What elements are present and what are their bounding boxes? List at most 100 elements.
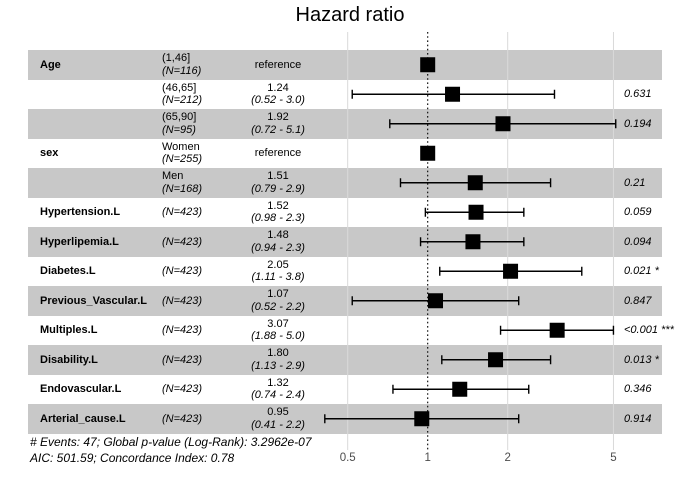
n-label: (N=423) — [162, 383, 203, 395]
level-cell: (1,46] (N=116) — [162, 50, 201, 80]
axis-tick-label: 2 — [504, 452, 511, 464]
estimate-cell: 0.95 (0.41 - 2.2) — [218, 404, 338, 434]
p-value: 0.194 — [624, 117, 652, 130]
n-label: (N=212) — [162, 94, 203, 107]
estimate-cell: 1.32 (0.74 - 2.4) — [218, 375, 338, 405]
level-label: Men — [162, 170, 184, 183]
estimate-cell: reference — [218, 50, 338, 80]
row-band — [28, 227, 662, 257]
variable-label: sex — [40, 147, 59, 159]
ci-range: (0.98 - 2.3) — [251, 212, 305, 225]
level-cell: (N=423) — [162, 227, 202, 257]
estimate-value: 1.92 — [267, 111, 289, 124]
level-cell: (N=423) — [162, 404, 202, 434]
p-value: 0.094 — [624, 235, 652, 248]
row-band — [28, 109, 662, 139]
ci-range: (1.11 - 3.8) — [251, 271, 305, 284]
ci-range: (0.52 - 3.0) — [251, 94, 305, 107]
estimate-cell: 1.51 (0.79 - 2.9) — [218, 168, 338, 198]
n-label: (N=423) — [162, 294, 203, 307]
n-label: (N=423) — [162, 235, 203, 248]
chart-title: Hazard ratio — [295, 4, 405, 26]
estimate-cell: reference — [218, 139, 338, 169]
model-stats-footer: # Events: 47; Global p-value (Log-Rank):… — [30, 435, 312, 466]
estimate-value: reference — [254, 58, 302, 71]
p-value: 0.059 — [624, 206, 652, 218]
n-label: (N=168) — [162, 182, 203, 195]
row-band — [28, 257, 662, 287]
estimate-value: 1.80 — [267, 347, 289, 360]
estimate-value: 1.52 — [267, 199, 289, 212]
ci-range: (1.88 - 5.0) — [251, 330, 305, 343]
level-cell: (N=423) — [162, 198, 202, 228]
ci-range: (0.72 - 5.1) — [251, 123, 305, 136]
row-band — [28, 345, 662, 375]
p-value: 0.631 — [624, 88, 652, 100]
estimate-cell: 1.07 (0.52 - 2.2) — [218, 286, 338, 316]
n-label: (N=116) — [162, 64, 202, 77]
row-band — [28, 139, 662, 169]
ci-range: (0.74 - 2.4) — [251, 389, 305, 402]
n-label: (N=423) — [162, 353, 203, 366]
ci-range: (1.13 - 2.9) — [251, 359, 305, 372]
variable-label: Age — [40, 58, 61, 71]
n-label: (N=95) — [162, 123, 196, 136]
level-label: (46,65] — [162, 81, 197, 94]
estimate-cell: 3.07 (1.88 - 5.0) — [218, 316, 338, 346]
n-label: (N=423) — [162, 265, 203, 277]
estimate-value: 1.48 — [267, 229, 289, 242]
p-value: 0.21 — [624, 176, 646, 189]
footer-line-events: # Events: 47; Global p-value (Log-Rank):… — [30, 435, 312, 449]
p-value: 0.914 — [624, 412, 652, 425]
level-cell: (N=423) — [162, 375, 202, 405]
estimate-cell: 2.05 (1.11 - 3.8) — [218, 257, 338, 287]
variable-label: Endovascular.L — [40, 383, 122, 395]
variable-label: Previous_Vascular.L — [40, 294, 148, 307]
estimate-cell: 1.52 (0.98 - 2.3) — [218, 198, 338, 228]
variable-label: Diabetes.L — [40, 265, 96, 277]
ci-range: (0.79 - 2.9) — [251, 182, 305, 195]
n-label: (N=423) — [162, 324, 203, 336]
variable-label: Hyperlipemia.L — [40, 235, 119, 248]
ci-range: (0.41 - 2.2) — [251, 418, 305, 431]
level-cell: (N=423) — [162, 316, 202, 346]
estimate-value: 1.32 — [267, 376, 289, 389]
variable-label: Disability.L — [40, 353, 98, 366]
row-band — [28, 50, 662, 80]
level-cell: Women (N=255) — [162, 139, 202, 169]
p-value: 0.847 — [624, 294, 652, 307]
estimate-value: 3.07 — [267, 317, 289, 330]
estimate-value: 1.07 — [267, 288, 289, 301]
level-cell: (N=423) — [162, 286, 202, 316]
p-value: 0.346 — [624, 383, 652, 395]
ci-range: (0.52 - 2.2) — [251, 300, 305, 313]
axis-tick-label: 1 — [424, 452, 431, 464]
row-band — [28, 375, 662, 405]
p-value: 0.021 * — [624, 265, 659, 277]
n-label: (N=255) — [162, 153, 203, 166]
level-label: Women — [162, 140, 200, 153]
variable-label: Hypertension.L — [40, 206, 121, 218]
variable-label: Multiples.L — [40, 324, 98, 336]
row-band — [28, 286, 662, 316]
axis-tick-label: 0.5 — [339, 452, 356, 464]
estimate-value: 0.95 — [267, 406, 289, 419]
variable-label: Arterial_cause.L — [40, 412, 126, 425]
level-label: (65,90] — [162, 111, 197, 124]
level-label: (1,46] — [162, 52, 191, 65]
row-band — [28, 198, 662, 228]
footer-line-aic: AIC: 501.59; Concordance Index: 0.78 — [30, 450, 235, 465]
row-band — [28, 168, 662, 198]
estimate-value: 1.51 — [267, 170, 289, 183]
p-value: 0.013 * — [624, 353, 659, 366]
n-label: (N=423) — [162, 206, 203, 218]
ci-range: (0.94 - 2.3) — [251, 241, 305, 254]
row-band — [28, 316, 662, 346]
estimate-value: 2.05 — [267, 258, 289, 271]
level-cell: Men (N=168) — [162, 168, 202, 198]
estimate-value: reference — [254, 147, 302, 159]
estimate-value: 1.24 — [267, 81, 289, 94]
p-value: <0.001 *** — [624, 324, 674, 336]
level-cell: (N=423) — [162, 257, 202, 287]
level-cell: (N=423) — [162, 345, 202, 375]
